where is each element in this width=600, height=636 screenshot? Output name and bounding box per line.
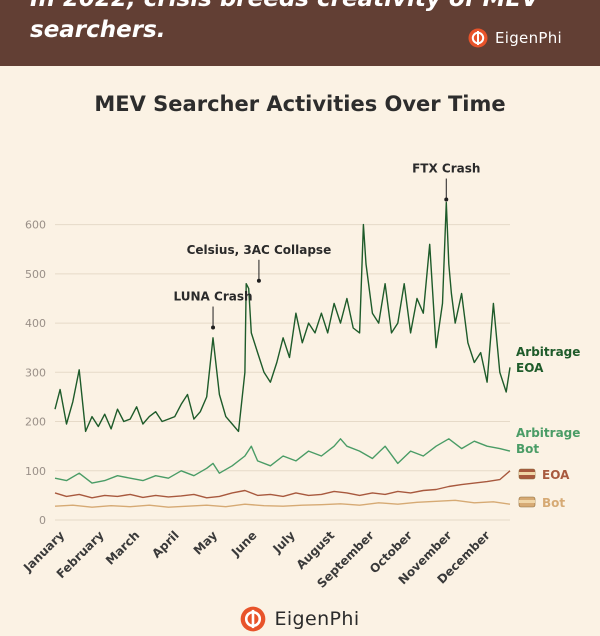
series-label: Bot [542,496,565,510]
y-tick-label: 500 [25,268,46,281]
header-brand: EigenPhi [468,28,562,48]
series-line [54,499,511,508]
series-label: EOA [516,361,544,375]
series-label: Arbitrage [516,345,580,359]
annotation-marker [211,325,216,330]
annotation-marker [444,197,449,202]
x-tick-label: March [103,528,142,567]
x-tick-label: June [228,528,260,560]
sandwich-icon-filling [519,500,535,503]
annotation-label: FTX Crash [412,162,480,176]
y-tick-label: 200 [25,416,46,429]
annotation-label: LUNA Crash [174,290,253,304]
x-tick-label: April [149,528,182,561]
series-label: EOA [542,468,570,482]
eigenphi-logo-icon [241,606,266,632]
series-label: Bot [516,442,539,456]
series-line [54,438,511,484]
annotation-label: Celsius, 3AC Collapse [187,243,332,257]
chart-title: MEV Searcher Activities Over Time [94,92,506,116]
y-tick-label: 300 [25,366,46,379]
y-tick-label: 400 [25,317,46,330]
y-tick-label: 100 [25,465,46,478]
series-line [54,470,511,499]
footer-brand-name: EigenPhi [274,608,360,630]
x-tick-label: May [191,528,220,557]
y-tick-label: 0 [39,514,46,527]
y-tick-label: 600 [25,219,46,232]
header-brand-name: EigenPhi [494,29,562,47]
annotation-marker [256,278,261,283]
footer-brand: EigenPhi [0,606,600,632]
x-tick-label: July [270,528,298,556]
sandwich-icon-filling [519,472,535,475]
header-banner: In 2022, crisis breeds creativity of MEV… [0,0,600,66]
banner-title: In 2022, crisis breeds creativity of MEV… [30,0,539,43]
series-label: Arbitrage [516,426,580,440]
series-line [54,201,511,433]
eigenphi-logo-icon [468,28,488,48]
